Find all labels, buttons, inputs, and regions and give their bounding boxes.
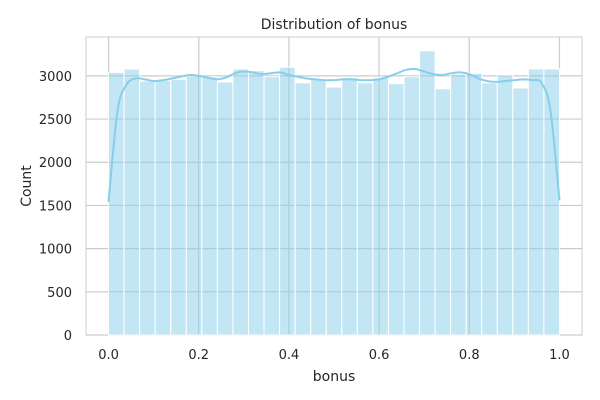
histogram-bar — [154, 79, 172, 336]
x-tick-label: 0.6 — [369, 348, 390, 363]
kde-curve — [107, 67, 561, 203]
histogram-bar — [465, 72, 483, 336]
histogram-bar — [419, 50, 436, 336]
histogram-bar — [543, 68, 560, 336]
histogram-bar — [434, 88, 452, 336]
y-tick-label: 2000 — [39, 156, 72, 171]
histogram-bar — [325, 86, 343, 336]
histogram-bar — [216, 81, 234, 336]
histogram-bar — [310, 78, 327, 336]
histogram-bar — [481, 82, 498, 336]
histogram-bar — [247, 70, 265, 336]
y-axis-label: Count — [19, 165, 35, 207]
histogram-bar — [294, 82, 312, 336]
histogram-bar — [341, 77, 358, 336]
histogram-bar — [170, 78, 187, 336]
histogram-bar — [232, 68, 249, 336]
y-tick-label: 2500 — [39, 113, 72, 128]
y-tick-label: 1500 — [39, 199, 72, 214]
histogram-bar — [108, 71, 125, 336]
histogram-bar — [372, 77, 389, 336]
x-tick-label: 1.0 — [549, 348, 570, 363]
histogram-bar — [403, 76, 421, 336]
y-tick-label: 500 — [47, 286, 72, 301]
kde-curve-group — [107, 67, 561, 203]
histogram-bar — [185, 75, 203, 336]
histogram-bars — [108, 50, 560, 336]
histogram-bar — [450, 73, 467, 336]
x-tick-label: 0.4 — [279, 348, 300, 363]
chart-title: Distribution of bonus — [261, 17, 408, 33]
histogram-bar — [387, 83, 405, 336]
x-tick-label: 0.8 — [459, 348, 480, 363]
histogram-bar — [263, 76, 281, 336]
y-tick-label: 3000 — [39, 70, 72, 85]
x-tick-label: 0.0 — [98, 348, 119, 363]
y-axis-ticks: 0 500 1000 1500 2000 2500 3000 — [39, 70, 72, 344]
x-axis-label: bonus — [313, 369, 356, 385]
histogram-bar — [279, 66, 296, 336]
y-tick-label: 1000 — [39, 243, 72, 258]
y-tick-label: 0 — [64, 329, 72, 344]
histogram-bar — [356, 82, 374, 336]
histogram-bar — [123, 68, 141, 336]
x-axis-ticks: 0.0 0.2 0.4 0.6 0.8 1.0 — [98, 348, 570, 363]
histogram-bar — [527, 68, 545, 336]
histogram-bar — [496, 74, 514, 336]
x-tick-label: 0.2 — [188, 348, 209, 363]
histogram-bar — [201, 76, 218, 336]
histogram-bar — [512, 87, 529, 336]
histogram-bar — [139, 80, 156, 336]
